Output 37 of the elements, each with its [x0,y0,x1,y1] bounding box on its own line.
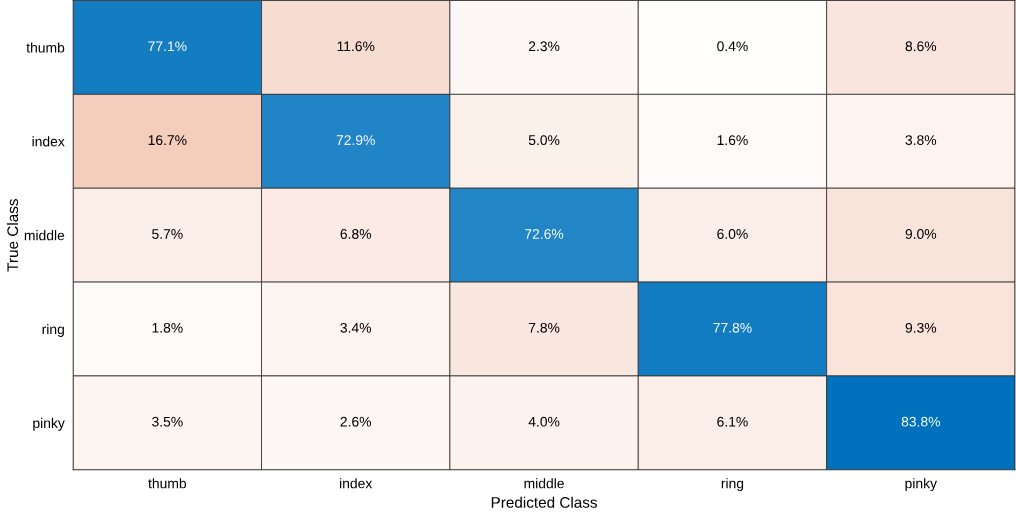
data-label: 6.8% [340,229,372,239]
data-label: 11.6% [337,41,375,52]
data-label: 6.0% [717,229,748,239]
y-tick-label: thumb [26,42,65,53]
data-label: 77.8% [713,322,752,333]
data-label: 3.4% [340,322,372,333]
data-label: 0.4% [717,41,748,52]
data-label: 77.1% [148,41,187,52]
data-label: 3.8% [905,135,937,146]
data-label: 2.3% [528,41,560,52]
data-label: 1.8% [152,322,183,333]
x-tick-label: thumb [148,478,187,489]
y-tick-label: index [32,136,65,147]
data-label: 7.8% [528,322,560,333]
data-label: 9.3% [905,322,937,333]
data-label: 1.6% [717,135,748,146]
data-label: 83.8% [901,416,940,427]
data-label: 3.5% [152,416,183,427]
data-label: 6.1% [717,416,748,427]
data-label: 72.9% [336,135,375,146]
y-tick-label: ring [42,323,64,337]
data-label: 16.7% [148,135,187,146]
data-label: 9.0% [905,229,937,239]
x-axis-title: Predicted Class [491,496,598,508]
x-tick-label: ring [721,478,744,492]
data-label: 4.0% [528,416,560,427]
data-label: 8.6% [905,41,937,52]
data-label: 2.6% [340,416,372,427]
y-axis-title: True Class [6,199,19,272]
x-tick-label: index [340,478,373,489]
data-label: 72.6% [525,229,564,239]
x-tick-label: pinky [905,478,937,492]
x-tick-label: middle [524,478,564,489]
data-label: 5.0% [528,135,560,146]
y-tick-label: pinky [33,417,65,431]
data-label: 5.7% [152,229,183,239]
y-tick-label: middle [24,230,65,241]
